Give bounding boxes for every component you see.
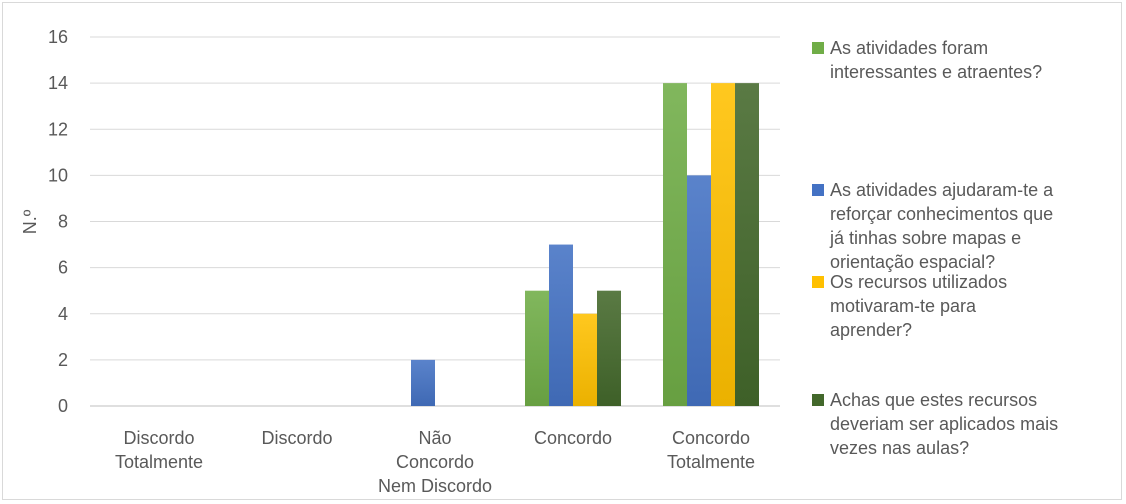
category-label: Totalmente [667,452,755,472]
y-tick-labels: 0 2 4 6 8 10 12 14 16 [48,27,68,416]
y-tick-label: 8 [58,212,68,232]
legend-label: As atividades ajudaram-te a reforçar conh… [830,180,1054,272]
y-tick-label: 16 [48,27,68,47]
legend-swatch [812,42,824,54]
y-tick-label: 12 [48,119,68,139]
bar [663,83,687,406]
bar [597,290,621,406]
category-label: Discordo [123,428,194,448]
legend-item: As atividades ajudaram-te a reforçar conh… [812,178,1112,274]
legend-item: Os recursos utilizados motivaram-te para a… [812,270,1112,342]
category-label: Discordo [261,428,332,448]
legend-item: As atividades foram interessantes e atrae… [812,36,1112,84]
y-tick-label: 10 [48,165,68,185]
category-label: Nem Discordo [378,476,492,496]
bar [549,244,573,406]
legend-label: Achas que estes recursos deveriam ser apl… [830,390,1059,458]
legend-item: Achas que estes recursos deveriam ser apl… [812,388,1112,460]
bars [411,83,759,406]
y-tick-label: 14 [48,73,68,93]
bar [687,175,711,406]
bar [525,290,549,406]
y-axis-label: N.º [20,209,40,234]
category-label: Totalmente [115,452,203,472]
category-label: Concordo [396,452,474,472]
legend-label: As atividades foram interessantes e atrae… [830,38,1043,82]
legend-label: Os recursos utilizados motivaram-te para a… [830,272,1008,340]
category-label: Concordo [672,428,750,448]
legend-swatch [812,184,824,196]
y-tick-label: 4 [58,304,68,324]
bar [411,359,435,406]
bar [573,313,597,406]
category-label: Concordo [534,428,612,448]
legend-swatch [812,276,824,288]
y-tick-label: 6 [58,258,68,278]
y-tick-label: 2 [58,350,68,370]
y-tick-label: 0 [58,396,68,416]
category-labels: Discordo Totalmente Discordo Não Concordo Nem… [115,428,755,496]
bar [711,83,735,406]
category-label: Não [418,428,451,448]
bar [735,83,759,406]
legend-swatch [812,394,824,406]
